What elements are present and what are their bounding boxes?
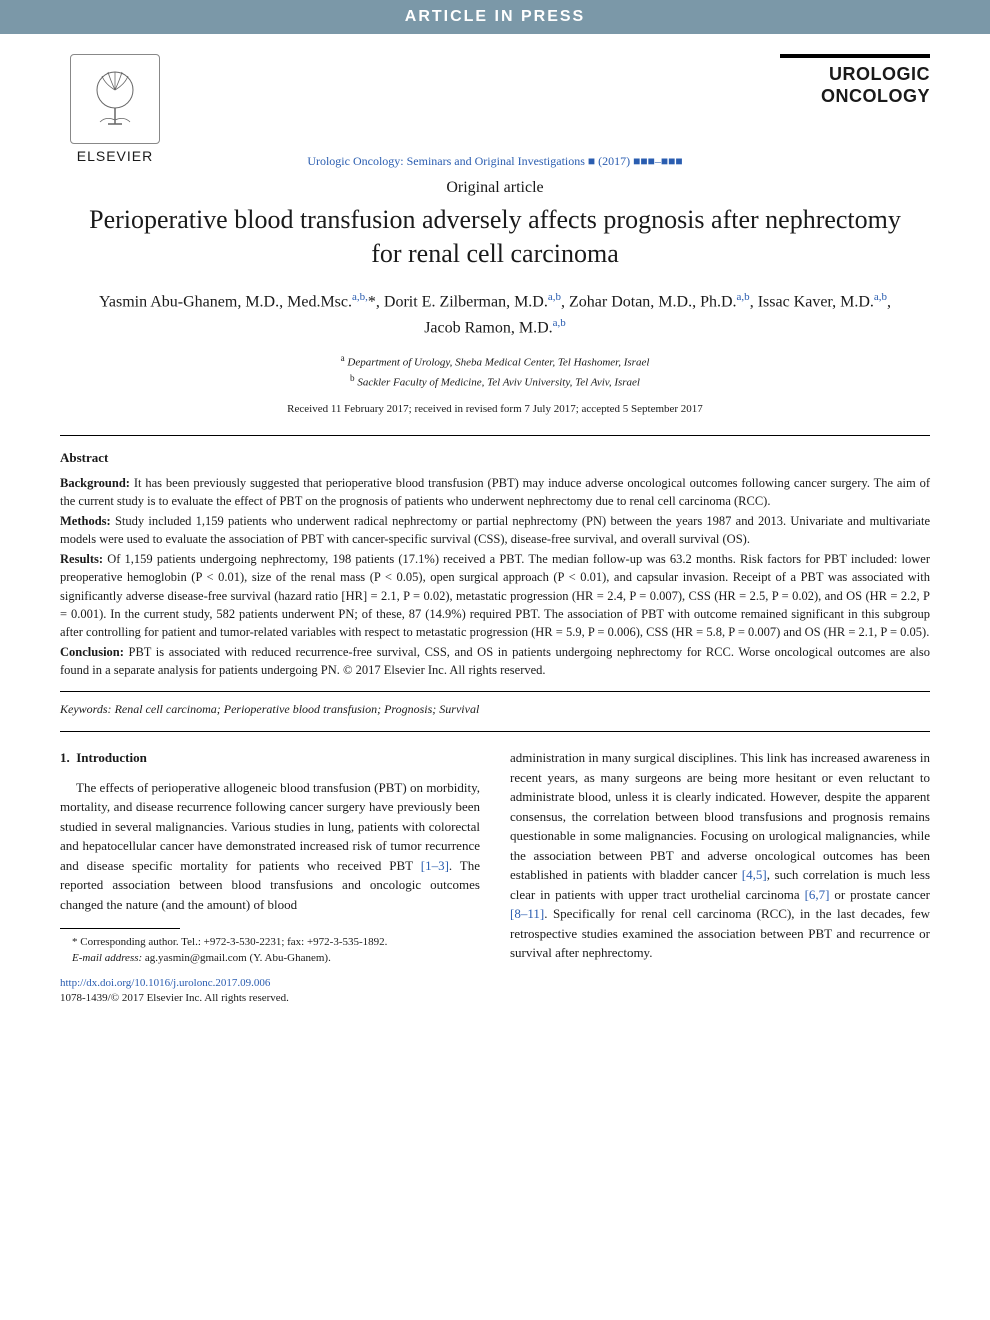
publisher-name: ELSEVIER [77, 148, 153, 164]
affiliations: a Department of Urology, Sheba Medical C… [0, 352, 990, 390]
citation-link[interactable]: [8–11] [510, 906, 544, 921]
doi-link[interactable]: http://dx.doi.org/10.1016/j.urolonc.2017… [60, 976, 930, 991]
citation-link[interactable]: [6,7] [805, 887, 830, 902]
email-footnote: E-mail address: ag.yasmin@gmail.com (Y. … [60, 951, 480, 966]
keywords: Keywords: Renal cell carcinoma; Perioper… [0, 692, 990, 731]
section-heading: 1. Introduction [60, 748, 480, 768]
article-dates: Received 11 February 2017; received in r… [0, 403, 990, 415]
right-column: administration in many surgical discipli… [510, 748, 930, 966]
journal-name-line2: ONCOLOGY [780, 86, 930, 108]
keywords-text: Renal cell carcinoma; Perioperative bloo… [112, 702, 480, 716]
article-title: Perioperative blood transfusion adversel… [0, 203, 990, 271]
abstract-paragraph: Background: It has been previously sugge… [60, 474, 930, 510]
article-type: Original article [0, 179, 990, 197]
abstract-heading: Abstract [60, 450, 930, 466]
elsevier-tree-icon [70, 54, 160, 144]
abstract-paragraph: Results: Of 1,159 patients undergoing ne… [60, 550, 930, 641]
abstract-paragraph: Conclusion: PBT is associated with reduc… [60, 643, 930, 679]
author-list: Yasmin Abu-Ghanem, M.D., Med.Msc.a,b,*, … [0, 289, 990, 341]
abstract: Abstract Background: It has been previou… [0, 436, 990, 691]
journal-logo: UROLOGIC ONCOLOGY [780, 54, 930, 107]
issn-copyright: 1078-1439/© 2017 Elsevier Inc. All right… [60, 991, 930, 1006]
footer: http://dx.doi.org/10.1016/j.urolonc.2017… [0, 966, 990, 1027]
publisher-logo: ELSEVIER [60, 54, 170, 164]
abstract-paragraph: Methods: Study included 1,159 patients w… [60, 512, 930, 548]
footnote-separator [60, 928, 180, 929]
body-paragraph: administration in many surgical discipli… [510, 748, 930, 963]
header: ELSEVIER UROLOGIC ONCOLOGY [0, 34, 990, 174]
corresponding-author: * Corresponding author. Tel.: +972-3-530… [60, 935, 480, 950]
in-press-banner: ARTICLE IN PRESS [0, 0, 990, 34]
citation-link[interactable]: [4,5] [742, 867, 767, 882]
body-columns: 1. Introduction The effects of periopera… [0, 732, 990, 966]
body-paragraph: The effects of perioperative allogeneic … [60, 778, 480, 915]
left-column: 1. Introduction The effects of periopera… [60, 748, 480, 966]
keywords-label: Keywords: [60, 702, 112, 716]
journal-name-line1: UROLOGIC [780, 64, 930, 86]
citation-link[interactable]: [1–3] [421, 858, 449, 873]
